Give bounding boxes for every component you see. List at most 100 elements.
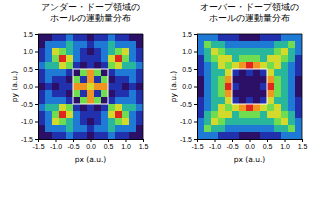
heat-cell xyxy=(38,55,46,63)
heat-cell xyxy=(239,55,247,63)
heat-cell xyxy=(274,55,282,63)
heat-cell xyxy=(204,55,212,63)
heat-cell xyxy=(274,48,282,56)
tick-mark xyxy=(215,139,216,142)
frame xyxy=(302,34,303,139)
heat-cell xyxy=(129,55,137,63)
heat-cell xyxy=(122,48,130,56)
heat-cell xyxy=(295,69,302,77)
heat-cell xyxy=(108,132,116,139)
heat-cell xyxy=(108,34,116,42)
heat-cell xyxy=(73,104,81,112)
heat-cell xyxy=(122,62,130,70)
heat-cell xyxy=(45,76,53,84)
heat-cell xyxy=(267,48,275,56)
heat-cell xyxy=(267,90,275,98)
heat-cell xyxy=(281,111,289,119)
heat-cell xyxy=(211,41,219,49)
heat-cell xyxy=(246,104,254,112)
heat-cell xyxy=(281,132,289,139)
heat-cell xyxy=(38,132,46,139)
tick-mark xyxy=(232,139,233,142)
y-axis: -1.5-1.0-0.50.00.51.01.5 xyxy=(21,31,39,143)
heat-cell xyxy=(225,90,233,98)
heat-cell xyxy=(38,62,46,70)
heat-cell xyxy=(204,118,212,126)
heat-cell xyxy=(288,83,296,91)
heat-cell xyxy=(281,104,289,112)
heat-cell xyxy=(211,97,219,105)
heat-cell xyxy=(211,55,219,63)
heat-cell xyxy=(288,132,296,139)
heat-cell xyxy=(274,41,282,49)
heat-cell xyxy=(108,90,116,98)
heat-cell xyxy=(225,34,233,42)
heat-cell xyxy=(288,90,296,98)
heat-cell xyxy=(122,34,130,42)
tick-label: -1.0 xyxy=(180,118,192,125)
x-axis-title: px (a.u.) xyxy=(234,155,266,164)
heat-cell xyxy=(274,34,282,42)
heat-cell xyxy=(232,62,240,70)
heat-cell xyxy=(218,41,226,49)
heat-cell xyxy=(87,83,95,91)
heat-cell xyxy=(246,41,254,49)
heat-cell xyxy=(267,62,275,70)
heat-cell xyxy=(246,55,254,63)
tick-label: 1.5 xyxy=(182,31,192,38)
tick-mark xyxy=(194,139,197,140)
heat-cell xyxy=(225,62,233,70)
heat-cell xyxy=(225,118,233,126)
heat-cell xyxy=(122,83,130,91)
heat-cell xyxy=(45,41,53,49)
heat-cell xyxy=(45,132,53,139)
heat-cell xyxy=(115,48,123,56)
heat-cell xyxy=(52,132,60,139)
heat-cell xyxy=(211,69,219,77)
heat-cell xyxy=(136,34,143,42)
tick-mark xyxy=(35,69,38,70)
heat-cell xyxy=(246,76,254,84)
heat-cell xyxy=(246,97,254,105)
heat-cell xyxy=(239,34,247,42)
heat-cell xyxy=(246,69,254,77)
y-tick: 0.5 xyxy=(23,66,38,73)
heat-cell xyxy=(211,90,219,98)
heat-cell xyxy=(108,62,116,70)
heat-cell xyxy=(115,34,123,42)
x-tick: 1.5 xyxy=(298,139,308,150)
x-tick: 0.0 xyxy=(245,139,255,150)
heat-cell xyxy=(197,132,205,139)
heat-cell xyxy=(267,76,275,84)
heat-cell xyxy=(87,48,95,56)
zone-box xyxy=(73,69,108,104)
heat-cell xyxy=(73,41,81,49)
heat-cell xyxy=(66,69,74,77)
heat-cell xyxy=(225,41,233,49)
heat-cell xyxy=(218,55,226,63)
heat-cell xyxy=(136,48,143,56)
heat-cell xyxy=(260,104,268,112)
heat-cell xyxy=(136,41,143,49)
heat-cell xyxy=(80,83,88,91)
heat-cell xyxy=(197,111,205,119)
heat-cell xyxy=(80,97,88,105)
heat-cell xyxy=(52,104,60,112)
heat-cell xyxy=(232,41,240,49)
heat-cell xyxy=(197,69,205,77)
heat-cell xyxy=(45,104,53,112)
heat-cell xyxy=(101,48,109,56)
heat-cell xyxy=(197,90,205,98)
heat-cell xyxy=(218,104,226,112)
heat-cell xyxy=(129,34,137,42)
heat-cell xyxy=(253,83,261,91)
heat-cell xyxy=(260,48,268,56)
heat-cell xyxy=(129,125,137,133)
heat-cell xyxy=(38,76,46,84)
x-tick: 0.5 xyxy=(104,139,114,150)
heat-cell xyxy=(80,48,88,56)
heat-cell xyxy=(246,48,254,56)
heat-cell xyxy=(87,97,95,105)
heat-cell xyxy=(80,76,88,84)
heat-cell xyxy=(73,111,81,119)
